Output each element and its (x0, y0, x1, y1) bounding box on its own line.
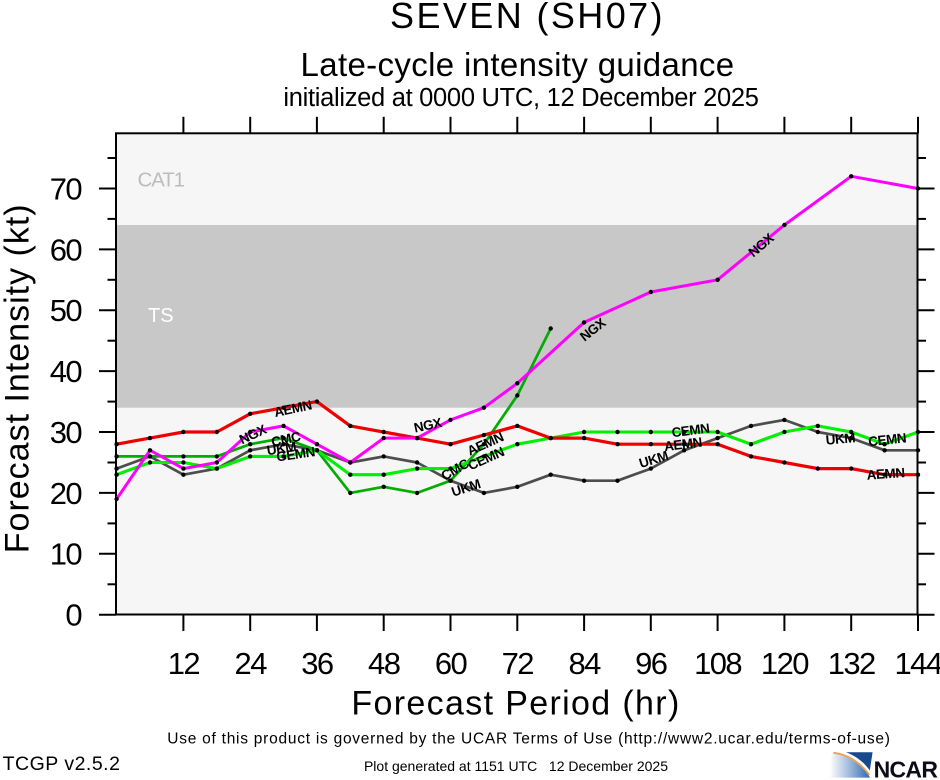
svg-text:60: 60 (435, 646, 468, 681)
svg-text:30: 30 (50, 415, 83, 450)
svg-text:84: 84 (568, 646, 601, 681)
svg-text:UKM: UKM (266, 439, 297, 458)
svg-text:AEMN: AEMN (866, 465, 905, 483)
svg-text:10: 10 (50, 537, 83, 572)
svg-text:Forecast Intensity (kt): Forecast Intensity (kt) (0, 203, 37, 553)
svg-text:CEMN: CEMN (868, 430, 907, 449)
svg-text:60: 60 (50, 232, 83, 267)
svg-text:CEMN: CEMN (671, 421, 710, 441)
svg-text:NCAR: NCAR (874, 757, 939, 780)
svg-text:50: 50 (50, 293, 83, 328)
svg-text:Plot generated at 1151 UTC 1: Plot generated at 1151 UTC 12 December 2… (364, 758, 668, 774)
svg-text:144: 144 (895, 646, 940, 681)
svg-text:AEMN: AEMN (663, 435, 702, 455)
svg-text:70: 70 (50, 171, 83, 206)
svg-text:20: 20 (50, 476, 83, 511)
svg-text:0: 0 (65, 598, 82, 633)
svg-text:CMC: CMC (270, 429, 303, 450)
svg-text:120: 120 (761, 646, 809, 681)
svg-text:12: 12 (168, 646, 200, 681)
svg-text:132: 132 (828, 646, 875, 681)
svg-text:NGX: NGX (413, 415, 444, 436)
svg-text:Late-cycle intensity guidance: Late-cycle intensity guidance (301, 46, 735, 83)
svg-text:72: 72 (502, 646, 534, 681)
svg-text:108: 108 (694, 646, 741, 681)
svg-text:initialized at 0000 UTC, 12 De: initialized at 0000 UTC, 12 December 202… (283, 84, 758, 112)
svg-text:TCGP v2.5.2: TCGP v2.5.2 (3, 753, 121, 775)
svg-text:96: 96 (635, 646, 667, 681)
svg-text:GEMN: GEMN (275, 444, 315, 464)
svg-text:SEVEN (SH07): SEVEN (SH07) (390, 0, 665, 36)
svg-text:24: 24 (235, 646, 268, 681)
svg-text:TS: TS (148, 305, 174, 327)
svg-text:Use of this product is governe: Use of this product is governed by the U… (167, 731, 890, 748)
svg-text:UKM: UKM (825, 430, 856, 448)
svg-text:CAT1: CAT1 (138, 168, 185, 191)
svg-text:48: 48 (368, 646, 400, 681)
svg-text:36: 36 (301, 646, 333, 681)
svg-text:Forecast Period (hr): Forecast Period (hr) (351, 685, 680, 723)
svg-text:40: 40 (50, 354, 83, 389)
